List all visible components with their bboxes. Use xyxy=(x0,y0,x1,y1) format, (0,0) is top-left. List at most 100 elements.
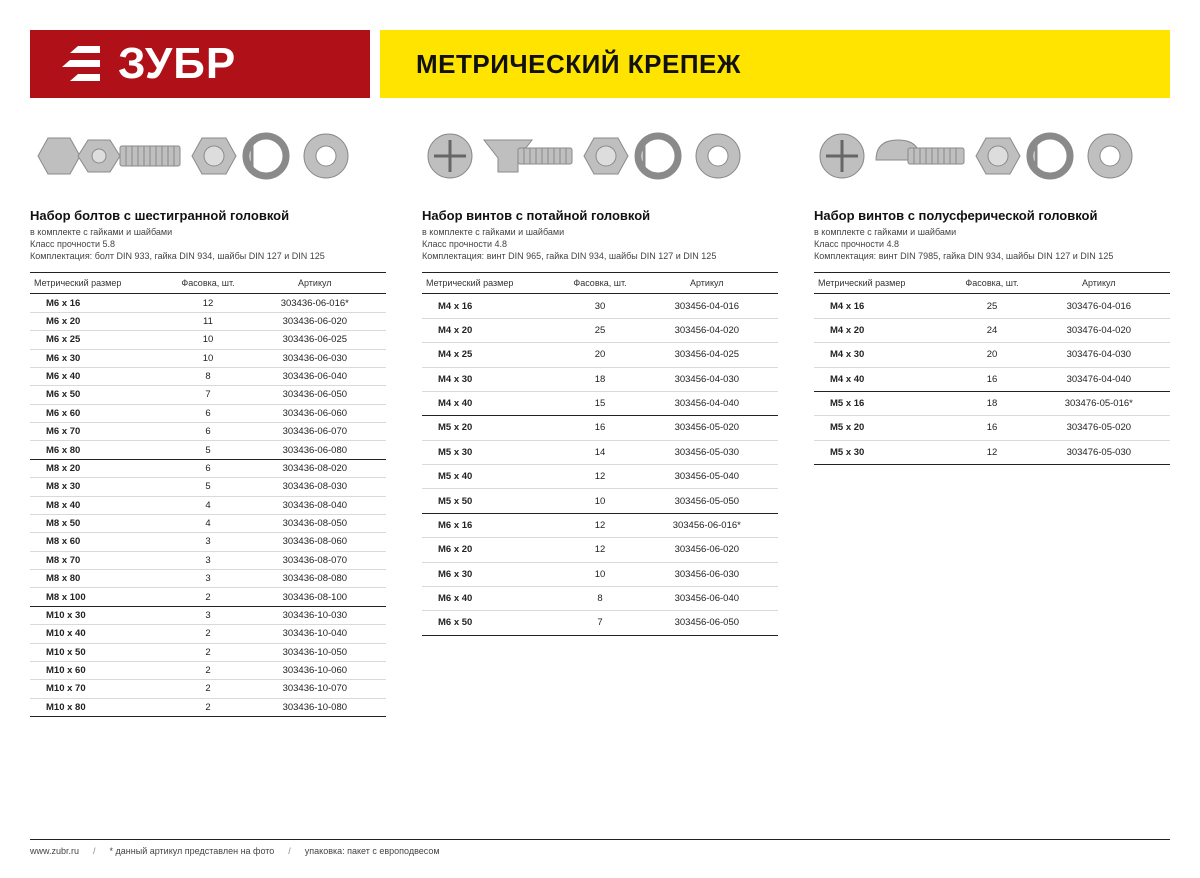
cell-size: M4 x 20 xyxy=(422,318,564,342)
cell-qty: 10 xyxy=(564,489,635,513)
cell-qty: 4 xyxy=(172,496,243,514)
cell-art: 303436-10-080 xyxy=(244,698,386,716)
table-row: M4 x 1630303456-04-016 xyxy=(422,294,778,318)
table-row: M8 x 206303436-08-020 xyxy=(30,459,386,477)
cell-art: 303456-06-016* xyxy=(636,513,778,537)
cell-art: 303436-08-050 xyxy=(244,514,386,532)
pan-fasteners-icon xyxy=(814,122,1170,190)
th-qty: Фасовка, шт. xyxy=(564,273,635,294)
cell-size: M6 x 50 xyxy=(30,386,172,404)
cell-art: 303436-10-070 xyxy=(244,680,386,698)
cell-qty: 18 xyxy=(564,367,635,391)
th-art: Артикул xyxy=(1028,273,1170,294)
cell-qty: 20 xyxy=(564,343,635,367)
page-title: МЕТРИЧЕСКИЙ КРЕПЕЖ xyxy=(416,49,741,80)
section-title: Набор винтов с полусферической головкой xyxy=(814,208,1170,223)
table-row: M5 x 2016303476-05-020 xyxy=(814,416,1170,440)
th-size: Метрический размер xyxy=(422,273,564,294)
cell-art: 303456-06-020 xyxy=(636,538,778,562)
table-row: M8 x 504303436-08-050 xyxy=(30,514,386,532)
cell-art: 303436-08-100 xyxy=(244,588,386,606)
brand-logo-block: ЗУБР xyxy=(30,30,370,98)
cell-size: M5 x 30 xyxy=(814,440,956,464)
th-art: Артикул xyxy=(244,273,386,294)
cell-art: 303436-06-050 xyxy=(244,386,386,404)
cell-qty: 12 xyxy=(172,294,243,312)
cell-qty: 2 xyxy=(172,643,243,661)
cell-art: 303456-05-050 xyxy=(636,489,778,513)
table-row: M8 x 305303436-08-030 xyxy=(30,478,386,496)
table-row: M6 x 706303436-06-070 xyxy=(30,423,386,441)
cell-qty: 2 xyxy=(172,661,243,679)
th-size: Метрический размер xyxy=(814,273,956,294)
table-row: M5 x 3014303456-05-030 xyxy=(422,440,778,464)
hex-fasteners-icon xyxy=(30,122,386,190)
section-countersunk: Набор винтов с потайной головкой в компл… xyxy=(422,122,778,717)
table-row: M6 x 3010303456-06-030 xyxy=(422,562,778,586)
table-row: M6 x 3010303436-06-030 xyxy=(30,349,386,367)
cell-qty: 6 xyxy=(172,404,243,422)
table-row: M6 x 507303436-06-050 xyxy=(30,386,386,404)
cell-size: M6 x 25 xyxy=(30,331,172,349)
brand-mark-icon xyxy=(56,42,104,86)
cell-size: M4 x 20 xyxy=(814,318,956,342)
table-row: M10 x 802303436-10-080 xyxy=(30,698,386,716)
countersunk-fasteners-icon xyxy=(422,122,778,190)
cell-qty: 16 xyxy=(564,416,635,440)
th-qty: Фасовка, шт. xyxy=(956,273,1027,294)
cell-qty: 3 xyxy=(172,533,243,551)
cell-art: 303456-05-030 xyxy=(636,440,778,464)
cell-art: 303476-05-016* xyxy=(1028,391,1170,415)
cell-size: M6 x 20 xyxy=(30,312,172,330)
table-row: M10 x 502303436-10-050 xyxy=(30,643,386,661)
table-row: M6 x 2012303456-06-020 xyxy=(422,538,778,562)
cell-art: 303436-08-040 xyxy=(244,496,386,514)
cell-size: M4 x 40 xyxy=(422,391,564,415)
cell-size: M5 x 16 xyxy=(814,391,956,415)
brand-name: ЗУБР xyxy=(118,39,236,89)
cell-art: 303476-04-030 xyxy=(1028,343,1170,367)
cell-qty: 3 xyxy=(172,606,243,624)
cell-art: 303436-06-080 xyxy=(244,441,386,459)
cell-size: M6 x 16 xyxy=(422,513,564,537)
cell-qty: 25 xyxy=(956,294,1027,318)
cell-qty: 14 xyxy=(564,440,635,464)
cell-qty: 2 xyxy=(172,625,243,643)
cell-art: 303436-06-070 xyxy=(244,423,386,441)
cell-qty: 16 xyxy=(956,367,1027,391)
table-row: M6 x 507303456-06-050 xyxy=(422,611,778,635)
cell-size: M6 x 30 xyxy=(422,562,564,586)
cell-qty: 7 xyxy=(172,386,243,404)
table-row: M4 x 2025303456-04-020 xyxy=(422,318,778,342)
table-row: M6 x 2510303436-06-025 xyxy=(30,331,386,349)
cell-size: M8 x 100 xyxy=(30,588,172,606)
cell-qty: 5 xyxy=(172,441,243,459)
cell-qty: 20 xyxy=(956,343,1027,367)
table-row: M4 x 3020303476-04-030 xyxy=(814,343,1170,367)
cell-art: 303456-04-030 xyxy=(636,367,778,391)
cell-art: 303436-08-080 xyxy=(244,570,386,588)
table-row: M8 x 1002303436-08-100 xyxy=(30,588,386,606)
table-row: M6 x 408303456-06-040 xyxy=(422,586,778,610)
cell-size: M5 x 30 xyxy=(422,440,564,464)
section-sub: Класс прочности 4.8 xyxy=(814,238,1170,250)
cell-qty: 16 xyxy=(956,416,1027,440)
cell-size: M6 x 70 xyxy=(30,423,172,441)
cell-qty: 10 xyxy=(172,349,243,367)
header: ЗУБР МЕТРИЧЕСКИЙ КРЕПЕЖ xyxy=(30,30,1170,98)
section-sub: Комплектация: винт DIN 965, гайка DIN 93… xyxy=(422,250,778,262)
cell-size: M8 x 80 xyxy=(30,570,172,588)
table-row: M5 x 2016303456-05-020 xyxy=(422,416,778,440)
cell-qty: 3 xyxy=(172,570,243,588)
cell-qty: 11 xyxy=(172,312,243,330)
section-hex: Набор болтов с шестигранной головкой в к… xyxy=(30,122,386,717)
cell-art: 303436-08-030 xyxy=(244,478,386,496)
table-row: M6 x 408303436-06-040 xyxy=(30,367,386,385)
cell-art: 303436-06-025 xyxy=(244,331,386,349)
cell-qty: 10 xyxy=(564,562,635,586)
cell-art: 303436-06-060 xyxy=(244,404,386,422)
cell-size: M6 x 40 xyxy=(422,586,564,610)
cell-qty: 7 xyxy=(564,611,635,635)
cell-qty: 6 xyxy=(172,423,243,441)
table-row: M10 x 702303436-10-070 xyxy=(30,680,386,698)
